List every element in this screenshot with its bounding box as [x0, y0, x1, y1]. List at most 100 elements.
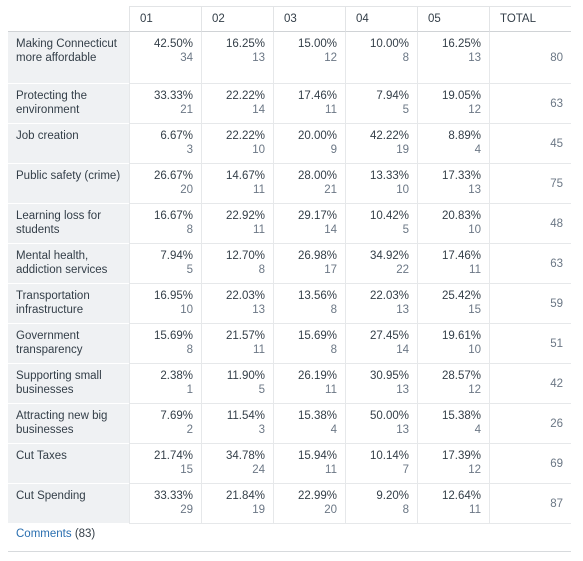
cell-count: 12 [468, 104, 481, 116]
row-label: Cut Spending [8, 484, 129, 524]
table-cell: 22.03% 13 [345, 284, 417, 324]
cell-percent: 13.56% [297, 290, 337, 302]
table-cell: 19.61% 10 [417, 324, 489, 364]
row-total: 45 [489, 124, 571, 164]
table-cell: 16.67% 8 [129, 204, 201, 244]
cell-percent: 19.05% [441, 90, 481, 102]
cell-percent: 34.78% [225, 450, 265, 462]
cell-percent: 16.95% [153, 290, 193, 302]
cell-percent: 26.19% [297, 370, 337, 382]
cell-count: 10 [396, 184, 409, 196]
cell-count: 12 [324, 52, 337, 64]
table-row: Government transparency 15.69% 8 21.57% 11 15… [8, 324, 571, 364]
comments-count: (83) [74, 528, 96, 540]
cell-percent: 17.33% [441, 170, 481, 182]
row-label: Making Connecticut more affordable [8, 32, 129, 84]
table-cell: 26.67% 20 [129, 164, 201, 204]
cell-percent: 12.70% [225, 250, 265, 262]
table-cell: 9.20% 8 [345, 484, 417, 524]
row-label: Learning loss for students [8, 204, 129, 244]
row-total: 26 [489, 404, 571, 444]
cell-percent: 16.25% [441, 38, 481, 50]
row-total: 63 [489, 84, 571, 124]
table-cell: 6.67% 3 [129, 124, 201, 164]
header-col-01: 01 [129, 6, 201, 32]
table-cell: 19.05% 12 [417, 84, 489, 124]
table-row: Protecting the environment 33.33% 21 22.22%… [8, 84, 571, 124]
table-cell: 42.22% 19 [345, 124, 417, 164]
cell-percent: 33.33% [153, 490, 193, 502]
table-cell: 22.99% 20 [273, 484, 345, 524]
table-cell: 2.38% 1 [129, 364, 201, 404]
row-label: Job creation [8, 124, 129, 164]
table-cell: 22.22% 14 [201, 84, 273, 124]
table-cell: 20.00% 9 [273, 124, 345, 164]
row-label: Supporting small businesses [8, 364, 129, 404]
table-cell: 15.00% 12 [273, 32, 345, 84]
cell-percent: 19.61% [441, 330, 481, 342]
cell-percent: 15.69% [153, 330, 193, 342]
cell-percent: 15.38% [441, 410, 481, 422]
table-cell: 28.57% 12 [417, 364, 489, 404]
cell-count: 8 [330, 344, 337, 356]
cell-count: 15 [468, 304, 481, 316]
table-cell: 26.19% 11 [273, 364, 345, 404]
cell-count: 11 [325, 104, 337, 116]
table-cell: 22.92% 11 [201, 204, 273, 244]
cell-count: 8 [186, 224, 193, 236]
header-col-02: 02 [201, 6, 273, 32]
table-cell: 12.70% 8 [201, 244, 273, 284]
table-cell: 12.64% 11 [417, 484, 489, 524]
table-cell: 28.00% 21 [273, 164, 345, 204]
row-label: Public safety (crime) [8, 164, 129, 204]
cell-count: 11 [325, 384, 337, 396]
table-cell: 21.84% 19 [201, 484, 273, 524]
table-row: Mental health, addiction services 7.94% 5 1… [8, 244, 571, 284]
table-cell: 8.89% 4 [417, 124, 489, 164]
cell-count: 13 [252, 52, 265, 64]
cell-percent: 22.22% [225, 130, 265, 142]
cell-count: 21 [180, 104, 193, 116]
comments-link[interactable]: Comments [16, 528, 72, 540]
cell-percent: 21.57% [225, 330, 265, 342]
cell-percent: 30.95% [369, 370, 409, 382]
cell-count: 8 [402, 52, 409, 64]
header-col-03: 03 [273, 6, 345, 32]
cell-percent: 22.03% [369, 290, 409, 302]
table-cell: 20.83% 10 [417, 204, 489, 244]
table-cell: 7.69% 2 [129, 404, 201, 444]
cell-count: 17 [324, 264, 337, 276]
table-row: Supporting small businesses 2.38% 1 11.90% 5… [8, 364, 571, 404]
cell-count: 13 [396, 424, 409, 436]
table-cell: 7.94% 5 [129, 244, 201, 284]
cell-count: 11 [253, 224, 265, 236]
table-cell: 13.33% 10 [345, 164, 417, 204]
header-col-05: 05 [417, 6, 489, 32]
table-cell: 17.46% 11 [417, 244, 489, 284]
cell-percent: 6.67% [160, 130, 193, 142]
cell-count: 11 [325, 464, 337, 476]
table-cell: 34.78% 24 [201, 444, 273, 484]
cell-percent: 20.00% [297, 130, 337, 142]
cell-count: 24 [252, 464, 265, 476]
cell-count: 5 [186, 264, 193, 276]
cell-count: 12 [468, 464, 481, 476]
table-cell: 16.95% 10 [129, 284, 201, 324]
table-cell: 21.57% 11 [201, 324, 273, 364]
table-cell: 21.74% 15 [129, 444, 201, 484]
table-row: Job creation 6.67% 3 22.22% 10 20.00% 9 42.22% 1… [8, 124, 571, 164]
cell-count: 8 [330, 304, 337, 316]
row-label: Cut Taxes [8, 444, 129, 484]
cell-count: 3 [186, 144, 193, 156]
cell-percent: 2.38% [160, 370, 193, 382]
row-label: Mental health, addiction services [8, 244, 129, 284]
cell-percent: 25.42% [441, 290, 481, 302]
row-total: 80 [489, 32, 571, 84]
divider [8, 551, 571, 552]
results-table: 01 02 03 04 05 TOTAL Making Connecticut … [8, 6, 571, 524]
table-row: Public safety (crime) 26.67% 20 14.67% 11 28.… [8, 164, 571, 204]
row-total: 87 [489, 484, 571, 524]
cell-count: 15 [180, 464, 193, 476]
cell-count: 12 [468, 384, 481, 396]
